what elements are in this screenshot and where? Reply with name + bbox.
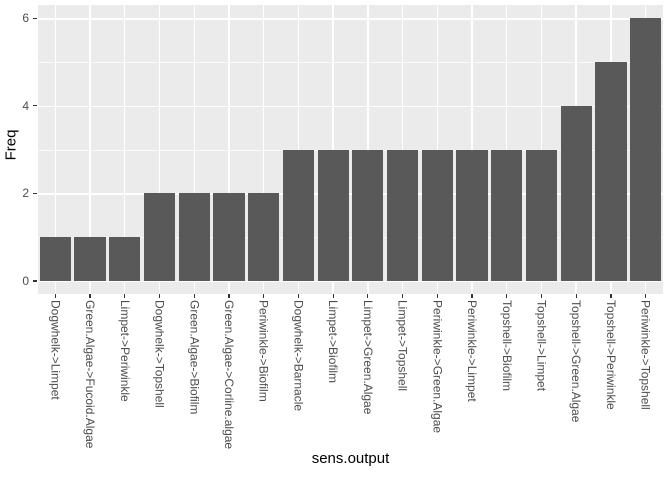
x-tick-mark [645, 294, 647, 298]
x-tick-label: Topshell->Periwinkle [603, 300, 618, 410]
minor-gridline [38, 237, 663, 238]
bar [317, 149, 349, 281]
x-tick-label: Topshell->Limpet [534, 300, 549, 392]
x-tick-label: Limpet->Green.Algae [360, 300, 375, 415]
x-tick-label: Green.Algae->Corline.algae [221, 300, 236, 450]
y-axis-title: Freq [2, 129, 20, 161]
x-tick-label: Green.Algae->Biofilm [187, 300, 202, 415]
x-tick-label: Green.Algae->Fucoid.Algae [83, 300, 98, 449]
x-tick-mark [228, 294, 230, 298]
bar [74, 237, 106, 281]
minor-gridline [38, 61, 663, 63]
x-tick-mark [124, 294, 126, 298]
bar [248, 193, 280, 281]
x-tick-mark [297, 294, 299, 298]
major-gridline [38, 105, 663, 108]
bar [560, 105, 592, 281]
x-tick-mark [575, 294, 577, 298]
bar [143, 193, 176, 281]
x-tick-mark [506, 294, 508, 298]
major-gridline-vertical [89, 5, 91, 294]
x-tick-label: Limpet->Topshell [395, 300, 410, 392]
bar [109, 237, 141, 281]
x-tick-mark [193, 294, 195, 298]
x-tick-mark [401, 294, 404, 298]
major-gridline-vertical [193, 5, 195, 294]
major-gridline-vertical [124, 5, 126, 294]
plot-panel [38, 5, 663, 294]
x-tick-mark [54, 294, 56, 298]
y-tick-label: 4 [22, 98, 29, 113]
x-tick-mark [540, 294, 543, 298]
bar [491, 149, 523, 281]
major-gridline [38, 280, 663, 283]
major-gridline [38, 18, 663, 20]
bar [630, 18, 662, 281]
x-tick-mark [367, 294, 369, 298]
x-tick-label: Periwinkle->Topshell [638, 300, 653, 410]
bar [39, 237, 71, 281]
bar [386, 149, 419, 281]
x-tick-mark [471, 294, 473, 298]
major-gridline [38, 193, 663, 195]
x-tick-mark [332, 294, 334, 298]
y-tick-mark [33, 105, 37, 107]
x-tick-label: Periwinkle->Limpet [465, 300, 480, 402]
bar [595, 61, 627, 281]
x-tick-label: Periwinkle->Biofilm [256, 300, 271, 402]
bar [456, 149, 488, 281]
y-tick-label: 0 [22, 273, 29, 288]
y-tick-mark [33, 192, 37, 194]
bar [178, 193, 210, 281]
bar [525, 149, 558, 281]
x-axis-title: sens.output [311, 450, 390, 467]
x-tick-mark [158, 294, 161, 298]
bar [421, 149, 453, 281]
x-tick-label: Dogwhelk->Topshell [152, 300, 167, 408]
x-tick-label: Limpet->Periwinkle [117, 300, 132, 402]
y-tick-label: 2 [22, 186, 29, 201]
x-tick-label: Topshell->Green.Algae [569, 300, 584, 423]
x-tick-label: Dogwhelk->Barnacle [291, 300, 306, 412]
minor-gridline [38, 149, 663, 151]
x-tick-mark [436, 294, 438, 298]
major-gridline-vertical [54, 5, 57, 294]
x-tick-mark [89, 294, 91, 298]
y-tick-label: 6 [22, 11, 29, 26]
x-tick-label: Topshell->Biofilm [499, 300, 514, 392]
x-tick-mark [610, 294, 612, 298]
major-gridline-vertical [228, 5, 230, 294]
x-tick-mark [263, 294, 265, 298]
major-gridline-vertical [262, 5, 265, 294]
bar [352, 149, 384, 281]
y-tick-mark [33, 280, 37, 282]
x-tick-label: Dogwhelk->Limpet [48, 300, 63, 400]
bar [282, 149, 315, 281]
x-tick-label: Limpet->Biofilm [326, 300, 341, 384]
x-tick-label: Periwinkle->Green.Algae [430, 300, 445, 434]
bar [213, 193, 245, 281]
y-tick-mark [33, 17, 37, 19]
major-gridline-vertical [158, 5, 161, 294]
